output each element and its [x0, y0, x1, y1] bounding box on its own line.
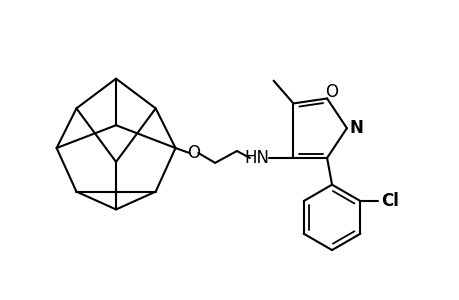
Text: Cl: Cl	[381, 192, 398, 210]
Text: HN: HN	[244, 149, 269, 167]
Text: O: O	[186, 144, 199, 162]
Text: N: N	[349, 119, 363, 137]
Text: O: O	[325, 82, 338, 100]
